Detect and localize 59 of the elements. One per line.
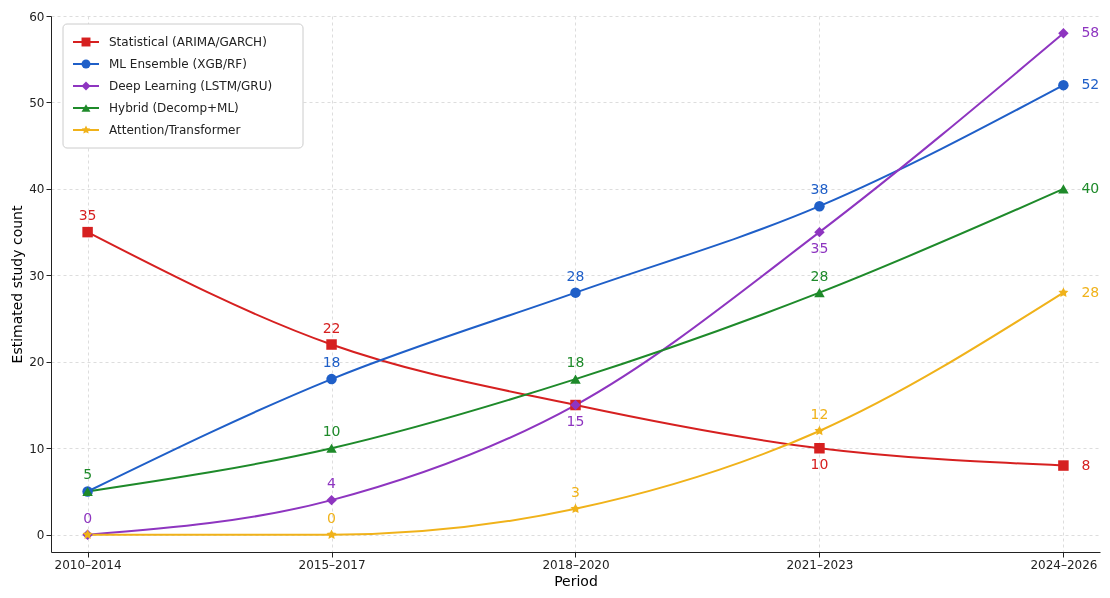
data-label: 58 xyxy=(1081,24,1100,41)
point xyxy=(326,339,337,350)
data-label: 18 xyxy=(566,354,585,371)
point xyxy=(326,373,337,385)
point xyxy=(814,200,825,212)
data-label: 15 xyxy=(566,413,585,430)
data-label: 28 xyxy=(810,267,829,284)
y-axis-title: Estimated study count xyxy=(9,205,26,364)
legend-label: Statistical (ARIMA/GARCH) xyxy=(109,35,267,49)
point xyxy=(814,443,825,454)
x-tick-label: 2010–2014 xyxy=(54,557,122,572)
data-label: 4 xyxy=(327,475,337,492)
point xyxy=(814,226,825,238)
data-label: 12 xyxy=(810,405,829,422)
point xyxy=(814,288,825,298)
data-label: 0 xyxy=(327,509,337,526)
data-label: 10 xyxy=(810,456,829,473)
x-tick-label: 2024–2026 xyxy=(1030,557,1098,572)
y-tick-label: 40 xyxy=(29,182,45,197)
y-tick-label: 0 xyxy=(36,528,45,543)
point xyxy=(326,494,337,506)
point xyxy=(1058,79,1069,91)
data-label: 35 xyxy=(810,240,829,257)
legend-label: Deep Learning (LSTM/GRU) xyxy=(109,79,273,93)
point xyxy=(82,226,93,238)
data-label: 38 xyxy=(810,181,829,198)
y-tick-label: 10 xyxy=(29,441,45,456)
y-tick-label: 50 xyxy=(29,95,45,110)
point xyxy=(326,443,337,453)
point xyxy=(1058,287,1069,297)
data-label: 40 xyxy=(1081,179,1100,196)
point xyxy=(1058,184,1069,194)
point xyxy=(1058,28,1069,39)
y-tick-label: 60 xyxy=(29,9,45,24)
point xyxy=(570,287,581,298)
y-tick-label: 20 xyxy=(29,355,45,370)
point xyxy=(570,374,581,384)
data-label: 10 xyxy=(322,423,341,440)
x-tick-label: 2018–2020 xyxy=(542,557,610,572)
data-label: 18 xyxy=(322,354,341,371)
data-label: 5 xyxy=(83,466,93,483)
y-tick-label: 30 xyxy=(29,268,45,283)
data-label: 8 xyxy=(1081,456,1091,473)
x-axis-title: Period xyxy=(554,572,598,589)
data-label: 35 xyxy=(78,207,97,224)
point xyxy=(814,425,825,436)
data-label: 52 xyxy=(1081,76,1100,93)
x-tick-label: 2015–2017 xyxy=(298,557,366,572)
legend-label: ML Ensemble (XGB/RF) xyxy=(109,57,247,71)
point xyxy=(1058,460,1069,471)
data-label: 0 xyxy=(83,509,93,526)
data-label: 28 xyxy=(1081,283,1100,300)
point xyxy=(326,529,337,539)
data-label: 22 xyxy=(322,319,341,336)
legend-label: Attention/Transformer xyxy=(109,123,241,137)
data-label: 3 xyxy=(571,483,580,500)
data-label: 28 xyxy=(566,267,585,284)
legend-label: Hybrid (Decomp+ML) xyxy=(109,101,239,115)
x-tick-label: 2021–2023 xyxy=(786,557,854,572)
